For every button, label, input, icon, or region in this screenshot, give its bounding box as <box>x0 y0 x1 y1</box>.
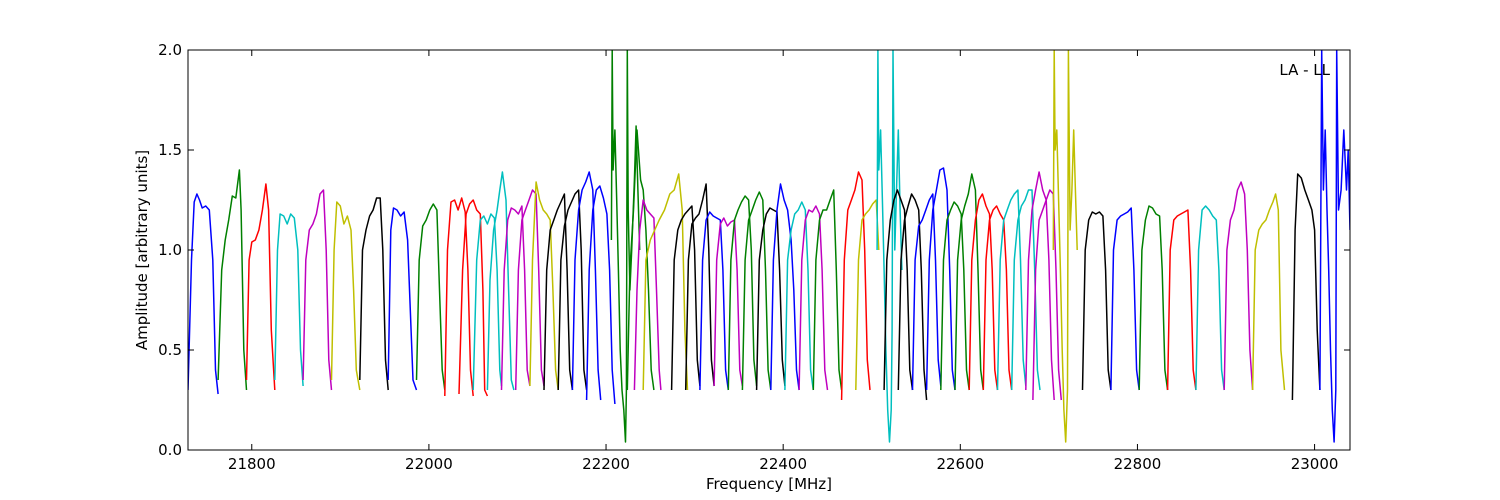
series-line-2 <box>217 169 248 391</box>
series-line-32 <box>770 183 800 391</box>
y-tick-label: 0.5 <box>158 341 182 359</box>
series-line-4 <box>274 213 304 387</box>
series-line-49 <box>1025 171 1055 401</box>
y-tick-label: 0.0 <box>158 441 182 459</box>
series-line-5 <box>302 189 333 391</box>
x-tick-label: 22800 <box>1114 455 1162 473</box>
series-line-50 <box>1032 189 1063 401</box>
y-tick-label: 1.0 <box>158 241 182 259</box>
series-line-34 <box>798 205 829 391</box>
x-tick-label: 22400 <box>759 455 807 473</box>
series-line-13 <box>486 171 515 391</box>
series-line-18 <box>557 189 588 391</box>
series-line-8 <box>387 207 418 391</box>
series-line-56 <box>1195 205 1225 391</box>
series-line-36 <box>840 171 871 401</box>
series-line-39 <box>883 189 914 391</box>
series-layer <box>188 50 1350 443</box>
series-line-57 <box>1223 181 1254 391</box>
series-line-3 <box>245 183 276 391</box>
series-line-20 <box>585 185 616 405</box>
series-line-30 <box>741 191 772 391</box>
y-axis-title: Amplitude [arbitrary units] <box>133 150 151 350</box>
series-line-31 <box>755 207 786 391</box>
series-line-22 <box>626 129 655 391</box>
ticks-layer: 21800 22000 22200 22400 22600 22800 23000 0.0 0.… <box>158 41 1350 473</box>
series-line-15 <box>514 189 545 391</box>
series-line-9 <box>415 203 446 391</box>
series-line-53 <box>1110 207 1140 391</box>
series-line-35 <box>812 189 843 391</box>
series-line-44 <box>954 173 985 391</box>
series-line-51 <box>1052 50 1078 443</box>
series-line-28 <box>713 217 744 387</box>
series-line-11 <box>458 199 489 397</box>
x-tick-label: 23000 <box>1291 455 1339 473</box>
x-tick-label: 22000 <box>405 455 453 473</box>
series-line-59 <box>1291 173 1321 401</box>
series-line-17 <box>543 193 574 391</box>
series-line-12 <box>472 213 503 391</box>
series-line-27 <box>699 211 730 391</box>
x-axis-title: Frequency [MHz] <box>706 475 832 493</box>
series-line-47 <box>996 189 1027 391</box>
series-line-26 <box>684 183 715 391</box>
x-tick-label: 22600 <box>936 455 984 473</box>
x-tick-label: 22200 <box>582 455 630 473</box>
series-line-54 <box>1138 205 1169 391</box>
series-line-38 <box>876 50 903 443</box>
series-line-24 <box>642 173 689 391</box>
series-line-23 <box>633 199 662 391</box>
series-line-43 <box>940 201 970 391</box>
series-line-52 <box>1081 211 1112 391</box>
series-line-16 <box>529 181 559 391</box>
series-line-29 <box>727 195 758 391</box>
series-line-19 <box>571 171 602 401</box>
series-line-33 <box>784 201 815 391</box>
series-line-45 <box>968 193 999 391</box>
series-line-7 <box>359 197 389 391</box>
series-line-1 <box>188 193 219 395</box>
x-tick-label: 21800 <box>228 455 276 473</box>
y-tick-label: 1.5 <box>158 141 182 159</box>
series-line-10 <box>444 197 474 397</box>
series-line-25 <box>670 205 701 391</box>
series-line-42 <box>925 167 956 391</box>
series-line-55 <box>1166 209 1197 391</box>
series-line-48 <box>1010 189 1041 391</box>
series-line-41 <box>911 193 942 391</box>
series-line-58 <box>1251 193 1286 391</box>
series-line-46 <box>982 205 1013 391</box>
annotation-label: LA - LL <box>1279 61 1330 79</box>
series-line-37 <box>855 199 880 391</box>
series-line-40 <box>897 193 928 401</box>
series-line-14 <box>500 205 531 391</box>
y-tick-label: 2.0 <box>158 41 182 59</box>
series-line-6 <box>330 201 361 391</box>
